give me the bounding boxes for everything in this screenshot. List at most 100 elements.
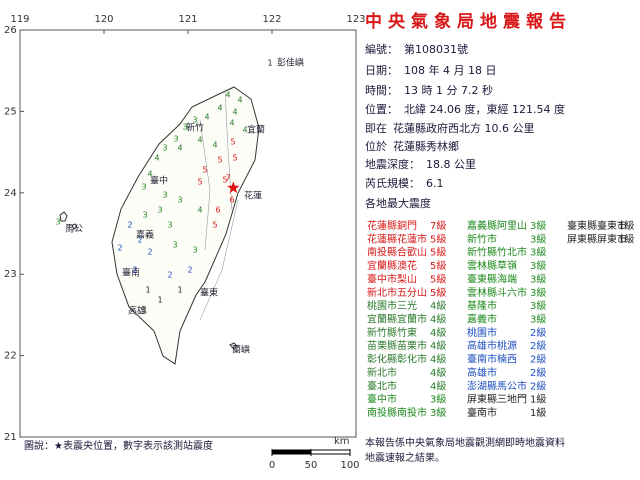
info-label: 日期： <box>365 64 398 77</box>
station-intensity: 3 <box>162 191 167 200</box>
place-label: 臺東 <box>200 287 218 299</box>
map-legend: 圖說：★表震央位置，數字表示該測站震度 <box>24 439 213 452</box>
place-label: 馬公 <box>65 224 83 235</box>
station-intensity: 3 <box>192 116 197 125</box>
station-intensity: 2 <box>147 248 152 257</box>
station-cell: 高雄市 <box>467 366 497 379</box>
station-cell: 澎湖縣馬公市 <box>467 379 527 392</box>
intensity-cell: 1級 <box>530 406 546 419</box>
info-label: 地震深度： <box>365 157 420 171</box>
station-intensity: 2 <box>117 244 122 253</box>
station-intensity: 3 <box>172 241 177 250</box>
station-intensity: 5 <box>202 166 207 175</box>
intensity-cell: 4級 <box>430 299 446 312</box>
station-intensity: 4 <box>197 136 202 145</box>
intensity-cell: 4級 <box>430 379 446 392</box>
intensity-cell: 4級 <box>430 313 446 326</box>
station-cell: 新北市五分山 <box>367 286 427 299</box>
station-cell: 苗栗縣苗栗市 <box>367 339 427 352</box>
station-cell: 高雄市桃源 <box>467 339 517 352</box>
station-intensity: 4 <box>154 154 159 163</box>
station-intensity: 3 <box>141 183 146 192</box>
station-intensity: 5 <box>222 176 227 185</box>
station-cell: 屏東縣三地門 <box>467 393 527 406</box>
place-label: 新竹 <box>186 122 204 134</box>
intensity-cell: 3級 <box>530 246 546 259</box>
lat-tick-label: 24 <box>4 188 17 199</box>
intensity-cell: 3級 <box>530 299 546 312</box>
intensity-cell: 3級 <box>430 393 446 406</box>
station-intensity: 5 <box>230 138 235 147</box>
lon-tick-label: 119 <box>10 14 29 25</box>
station-intensity: 3 <box>157 206 162 215</box>
station-intensity: 5 <box>232 154 237 163</box>
info-value: 18.8 公里 <box>426 158 476 171</box>
intensity-cell: 4級 <box>430 366 446 379</box>
station-intensity: 4 <box>197 206 202 215</box>
station-intensity: 1 <box>177 286 182 295</box>
info-label: 位於 <box>365 139 387 153</box>
station-intensity: 4 <box>217 104 222 113</box>
intensity-cell: 5級 <box>430 259 446 272</box>
station-cell: 臺東縣臺東市 <box>567 219 627 232</box>
station-cell: 桃園市三光 <box>367 299 417 312</box>
station-cell: 嘉義縣阿里山 <box>467 219 527 232</box>
station-intensity: 2 <box>137 236 142 245</box>
intensity-cell: 5級 <box>430 286 446 299</box>
info-value: 6.1 <box>426 177 444 190</box>
scale-segment <box>310 449 351 455</box>
station-intensity: 3 <box>192 246 197 255</box>
scale-label: 100 <box>340 460 359 471</box>
lat-tick-label: 25 <box>4 106 17 117</box>
footer-line: 本報告係中央氣象局地震觀測網即時地震資料 <box>365 436 565 449</box>
station-intensity: 3 <box>55 218 60 227</box>
station-cell: 桃園市 <box>467 326 497 339</box>
lat-tick-label: 21 <box>4 432 17 443</box>
station-intensity: 3 <box>177 196 182 205</box>
station-intensity: 2 <box>187 266 192 275</box>
station-cell: 宜蘭縣澳花 <box>367 259 417 272</box>
intensity-cell: 3級 <box>530 313 546 326</box>
intensity-cell: 1級 <box>530 393 546 406</box>
station-intensity: 4 <box>242 126 247 135</box>
scale-label: 0 <box>269 460 275 471</box>
scale-unit: km <box>334 436 350 447</box>
intensity-cell: 4級 <box>430 353 446 366</box>
station-cell: 雲林縣斗六市 <box>467 286 527 299</box>
station-cell: 南投縣南投市 <box>367 406 427 419</box>
info-label: 位置： <box>365 102 398 116</box>
station-intensity: 3 <box>167 221 172 230</box>
station-intensity: 1 <box>267 59 272 68</box>
station-intensity: 2 <box>132 266 137 275</box>
station-cell: 雲林縣草嶺 <box>467 259 517 272</box>
station-cell: 花蓮縣花蓮市 <box>367 232 427 245</box>
intensity-cell: 3級 <box>530 219 546 232</box>
station-cell: 新竹縣竹東 <box>367 326 417 339</box>
station-cell: 新竹市 <box>467 232 497 245</box>
info-value: 108 年 4 月 18 日 <box>404 63 496 77</box>
place-label: 蘭嶼 <box>232 344 250 356</box>
station-intensity: 4 <box>237 96 242 105</box>
station-intensity: 5 <box>197 178 202 187</box>
station-intensity: 3 <box>142 211 147 220</box>
intensity-cell: 4級 <box>430 326 446 339</box>
lon-tick-label: 123 <box>346 14 365 25</box>
info-value: 花蓮縣政府西北方 10.6 公里 <box>393 121 535 135</box>
station-intensity: 7 <box>225 174 230 183</box>
info-value: 第108031號 <box>404 42 468 56</box>
station-cell: 新竹縣竹北市 <box>467 246 527 259</box>
taiwan-coast <box>111 86 260 365</box>
station-intensity: 6 <box>229 196 234 205</box>
lanyu <box>229 342 238 350</box>
intensity-cell: 2級 <box>530 326 546 339</box>
station-cell: 臺南市楠西 <box>467 353 517 366</box>
station-cell: 臺中市 <box>367 393 397 406</box>
info-value: 花蓮縣秀林鄉 <box>393 139 459 153</box>
info-label: 芮氏規模： <box>365 176 420 190</box>
station-cell: 南投縣合歡山 <box>367 246 427 259</box>
place-label: 花蓮 <box>244 190 262 202</box>
station-intensity: 3 <box>182 123 187 132</box>
intensity-cell: 3級 <box>530 286 546 299</box>
